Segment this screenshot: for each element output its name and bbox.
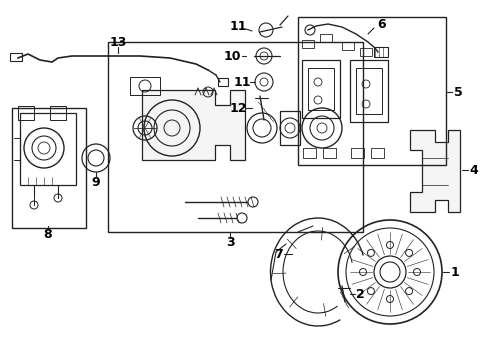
Bar xyxy=(342,42,354,50)
Bar xyxy=(10,53,22,61)
Bar xyxy=(356,68,382,114)
Polygon shape xyxy=(410,130,460,212)
Bar xyxy=(130,77,160,95)
Text: 11: 11 xyxy=(233,76,251,89)
Text: 9: 9 xyxy=(92,175,100,189)
Bar xyxy=(374,47,388,57)
Text: 2: 2 xyxy=(356,288,365,301)
Text: 8: 8 xyxy=(44,228,52,240)
Text: 6: 6 xyxy=(378,18,386,31)
Bar xyxy=(323,148,336,158)
Bar xyxy=(320,34,332,42)
Text: 13: 13 xyxy=(109,36,127,49)
Bar xyxy=(18,106,34,120)
Bar xyxy=(280,111,300,145)
Text: 1: 1 xyxy=(451,266,460,279)
Bar xyxy=(108,42,363,232)
Text: 4: 4 xyxy=(469,163,478,176)
Bar xyxy=(351,148,364,158)
Text: 11: 11 xyxy=(229,19,247,32)
Bar xyxy=(218,78,228,86)
Polygon shape xyxy=(142,90,245,160)
Bar xyxy=(302,60,340,118)
Bar xyxy=(360,48,372,56)
Bar xyxy=(302,40,314,48)
Bar xyxy=(50,106,66,120)
Bar xyxy=(308,68,334,110)
Text: 7: 7 xyxy=(273,248,282,261)
Bar xyxy=(371,148,384,158)
Bar xyxy=(303,148,316,158)
Text: 10: 10 xyxy=(223,49,241,63)
Text: 3: 3 xyxy=(226,235,234,248)
Bar xyxy=(298,17,446,165)
Text: 5: 5 xyxy=(454,85,463,99)
Bar xyxy=(350,60,388,122)
Bar xyxy=(20,113,76,185)
Text: 12: 12 xyxy=(229,102,247,114)
Bar xyxy=(12,108,86,228)
